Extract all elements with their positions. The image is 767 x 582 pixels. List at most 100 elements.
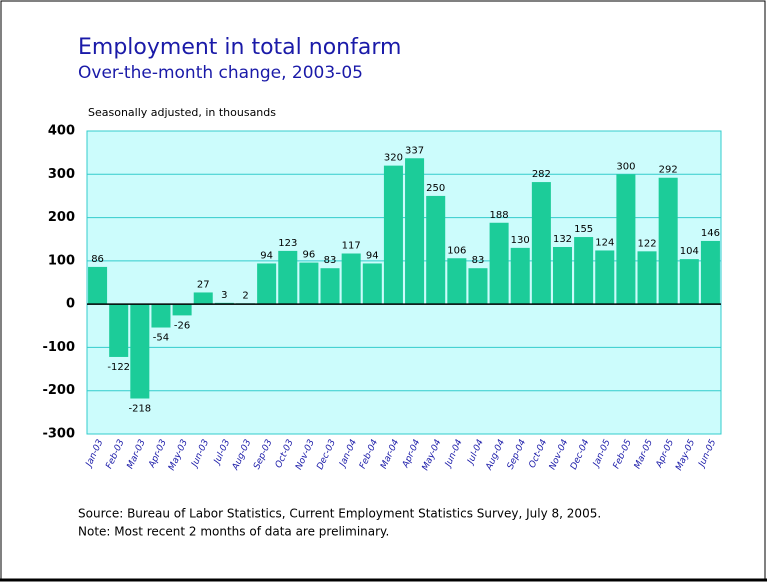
bar: [679, 259, 699, 305]
x-tick-label: Aug-04: [484, 438, 507, 473]
bar: [257, 263, 277, 305]
value-label: 155: [574, 224, 593, 235]
value-label: 123: [278, 238, 297, 249]
x-tick-label: Apr-03: [147, 438, 169, 470]
x-tick-label: Oct-04: [527, 438, 549, 470]
x-tick-label: Oct-03: [274, 438, 296, 470]
bar: [531, 182, 551, 305]
value-label: 106: [447, 245, 466, 256]
value-label: 86: [91, 254, 104, 265]
y-tick-label: 200: [48, 210, 75, 225]
bar: [658, 177, 678, 305]
x-tick-label: Feb-03: [104, 438, 126, 471]
x-tick-label: Jan-03: [84, 438, 106, 470]
y-tick-label: 0: [66, 297, 75, 312]
x-tick-label: Nov-03: [294, 438, 317, 472]
x-tick-label: Dec-04: [569, 438, 592, 472]
bar: [405, 158, 425, 305]
note: Note: Most recent 2 months of data are p…: [78, 525, 389, 539]
value-label: 132: [553, 234, 572, 245]
x-tick-label: Jul-03: [212, 438, 233, 467]
bar: [510, 247, 530, 305]
value-label: 3: [221, 290, 227, 301]
bar: [172, 304, 192, 316]
x-tick-label: Aug-03: [230, 438, 253, 473]
value-label: -218: [128, 404, 151, 415]
bar: [193, 292, 213, 305]
bar: [341, 253, 361, 305]
bar: [468, 268, 488, 305]
value-label: 188: [490, 210, 509, 221]
value-label: 320: [384, 153, 403, 164]
value-label: 292: [659, 165, 678, 176]
x-tick-label: Mar-05: [633, 438, 655, 471]
bar: [489, 222, 509, 305]
bar: [616, 174, 636, 305]
x-tick-label: May-05: [674, 438, 697, 472]
value-label: 96: [303, 250, 316, 261]
value-label: 83: [324, 255, 337, 266]
value-label: 146: [701, 228, 720, 239]
y-tick-label: -100: [42, 340, 75, 355]
value-label: -54: [153, 333, 169, 344]
bar: [447, 258, 467, 305]
value-label: 94: [366, 250, 379, 261]
bar: [700, 240, 720, 305]
bar: [320, 268, 340, 305]
chart-title: Employment in total nonfarm: [78, 35, 401, 60]
bar: [574, 237, 594, 305]
bar: [151, 304, 171, 328]
bar: [88, 266, 108, 305]
bar: [109, 304, 129, 357]
value-label: 122: [637, 238, 656, 249]
bar: [299, 262, 319, 305]
x-tick-label: May-03: [167, 438, 190, 472]
x-tick-label: Jun-04: [443, 438, 465, 470]
x-tick-label: Feb-05: [612, 438, 634, 471]
value-label: 117: [342, 240, 361, 251]
bar: [383, 165, 403, 305]
x-tick-label: Jan-04: [337, 438, 359, 470]
y-tick-label: 400: [48, 124, 75, 139]
value-label: -122: [107, 362, 130, 373]
bar: [362, 263, 382, 305]
x-tick-label: Mar-03: [126, 438, 148, 471]
bar: [552, 247, 573, 305]
x-tick-label: Sep-03: [252, 438, 275, 471]
x-tick-label: May-04: [421, 438, 444, 472]
plot-area: [86, 130, 722, 435]
x-tick-label: Sep-04: [506, 438, 529, 471]
value-label: 94: [260, 250, 273, 261]
value-label: 124: [595, 237, 614, 248]
x-tick-label: Jun-05: [696, 438, 718, 470]
value-label: 282: [532, 169, 551, 180]
bar: [130, 304, 150, 399]
x-tick-label: Jan-05: [591, 438, 613, 470]
x-tick-label: Apr-05: [654, 438, 676, 470]
bar: [278, 250, 298, 305]
x-tick-label: Dec-03: [315, 438, 338, 472]
y-tick-label: -200: [42, 383, 75, 398]
y-axis-label: Seasonally adjusted, in thousands: [88, 106, 276, 119]
x-tick-label: Apr-04: [400, 438, 422, 470]
value-label: 83: [472, 255, 485, 266]
x-tick-label: Jul-04: [465, 438, 486, 467]
chart-subtitle: Over-the-month change, 2003-05: [78, 63, 363, 83]
value-label: 2: [242, 290, 248, 301]
bar: [426, 195, 446, 305]
value-label: 27: [197, 279, 210, 290]
x-tick-label: Mar-04: [379, 438, 401, 471]
x-tick-label: Nov-04: [548, 438, 571, 472]
x-tick-label: Feb-04: [358, 438, 380, 471]
value-label: 130: [511, 235, 530, 246]
bar: [637, 251, 657, 305]
x-tick-label: Jun-03: [189, 438, 211, 470]
bar: [595, 250, 615, 305]
value-label: 300: [616, 161, 635, 172]
value-label: 104: [680, 246, 699, 257]
y-tick-label: 100: [48, 253, 75, 268]
value-label: 250: [426, 183, 445, 194]
value-label: -26: [174, 320, 190, 331]
source: Source: Bureau of Labor Statistics, Curr…: [78, 507, 601, 521]
